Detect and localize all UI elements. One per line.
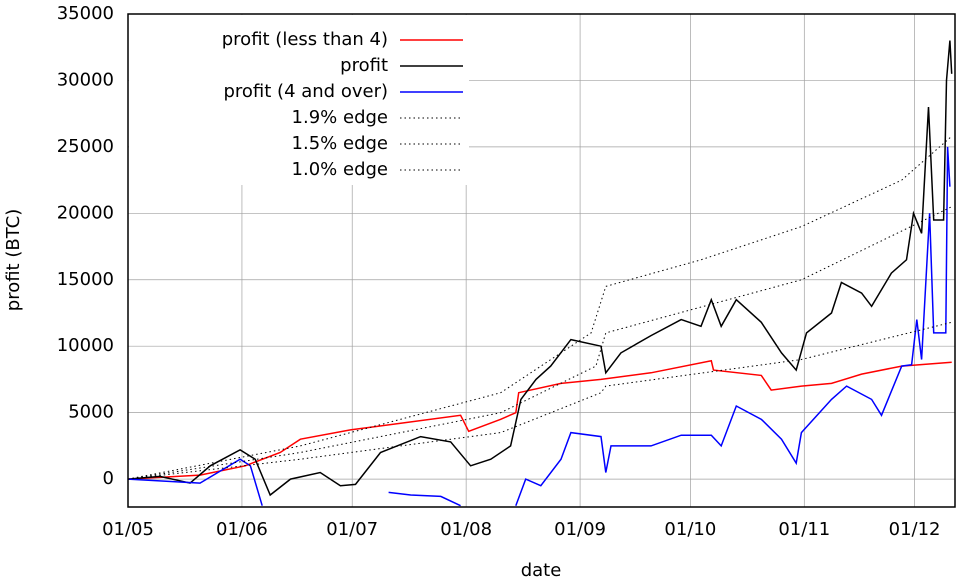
y-tick-label: 10000 <box>57 335 114 356</box>
y-tick-label: 25000 <box>57 136 114 157</box>
series-line <box>128 135 953 480</box>
y-tick-label: 0 <box>103 468 114 489</box>
x-tick-label: 01/07 <box>326 519 378 540</box>
y-tick-label: 35000 <box>57 3 114 24</box>
x-tick-label: 01/09 <box>554 519 606 540</box>
x-tick-label: 01/06 <box>216 519 268 540</box>
legend-box <box>129 15 469 185</box>
series-line <box>128 458 263 506</box>
legend-label: 1.9% edge <box>292 107 388 128</box>
x-tick-label: 01/10 <box>664 519 716 540</box>
x-axis-label: date <box>521 560 562 581</box>
series-line <box>128 359 952 480</box>
y-tick-label: 30000 <box>57 69 114 90</box>
x-tick-label: 01/05 <box>102 519 154 540</box>
series-line <box>515 146 951 506</box>
y-tick-label: 15000 <box>57 269 114 290</box>
legend-label: profit (less than 4) <box>222 29 388 50</box>
x-tick-label: 01/11 <box>778 519 830 540</box>
y-tick-label: 20000 <box>57 202 114 223</box>
x-tick-label: 01/08 <box>440 519 492 540</box>
y-tick-label: 5000 <box>68 402 114 423</box>
legend-label: profit <box>340 55 388 76</box>
series-line <box>128 40 953 497</box>
series-line <box>128 206 952 480</box>
series-line <box>128 321 952 480</box>
x-tick-label: 01/12 <box>889 519 941 540</box>
legend-label: profit (4 and over) <box>223 81 388 102</box>
legend-label: 1.0% edge <box>292 159 388 180</box>
legend-label: 1.5% edge <box>292 133 388 154</box>
plot-frame <box>127 13 956 508</box>
y-axis-label: profit (BTC) <box>3 209 24 311</box>
series-line <box>388 491 461 507</box>
